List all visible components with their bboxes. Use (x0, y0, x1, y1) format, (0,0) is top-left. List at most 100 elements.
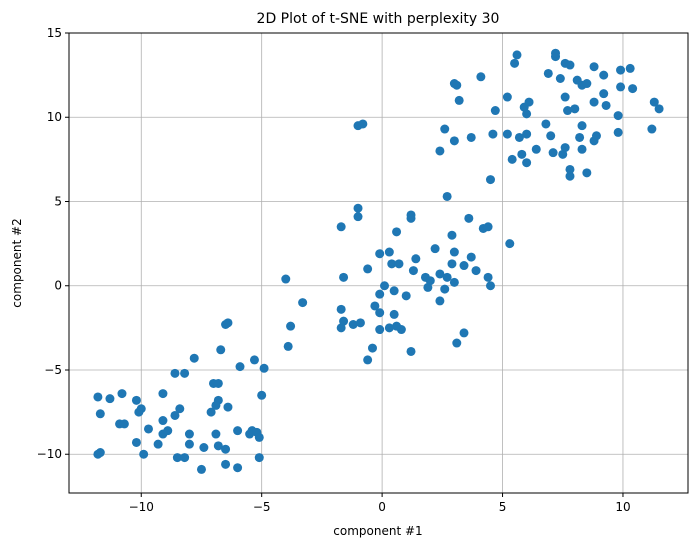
scatter-point (213, 441, 223, 451)
scatter-point (507, 154, 517, 164)
scatter-point (139, 449, 149, 459)
axis-ticks: −10 −5 0 5 10 −10 −5 0 5 10 15 (37, 26, 631, 514)
scatter-point (485, 281, 495, 291)
scatter-point (628, 84, 638, 94)
scatter-point (599, 70, 609, 80)
scatter-point (170, 410, 180, 420)
scatter-point (339, 316, 349, 326)
scatter-point (196, 464, 206, 474)
scatter-points (93, 48, 664, 474)
scatter-point (254, 453, 264, 463)
scatter-point (406, 213, 416, 223)
scatter-point (199, 443, 209, 453)
scatter-point (180, 453, 190, 463)
scatter-point (616, 65, 626, 75)
scatter-point (502, 129, 512, 139)
x-axis-label: component #1 (333, 524, 422, 538)
scatter-point (375, 308, 385, 318)
scatter-point (221, 444, 231, 454)
y-tick-label: −10 (37, 447, 62, 461)
scatter-point (281, 274, 291, 284)
scatter-point (175, 404, 185, 414)
scatter-point (206, 407, 216, 417)
scatter-point (184, 439, 194, 449)
scatter-point (488, 129, 498, 139)
scatter-point (143, 424, 153, 434)
scatter-point (93, 392, 103, 402)
scatter-point (355, 318, 365, 328)
scatter-point (339, 272, 349, 282)
scatter-point (213, 378, 223, 388)
scatter-point (375, 289, 385, 299)
scatter-point (235, 362, 245, 372)
scatter-point (560, 92, 570, 102)
scatter-point (435, 296, 445, 306)
scatter-point (358, 119, 368, 129)
scatter-point (435, 146, 445, 156)
scatter-point (411, 254, 421, 264)
scatter-point (548, 148, 558, 158)
scatter-point (216, 345, 226, 355)
scatter-point (570, 104, 580, 114)
scatter-point (406, 346, 416, 356)
scatter-point (389, 286, 399, 296)
scatter-point (389, 309, 399, 319)
scatter-point (575, 132, 585, 142)
scatter-point (336, 222, 346, 232)
scatter-point (589, 97, 599, 107)
scatter-point (283, 341, 293, 351)
scatter-point (286, 321, 296, 331)
scatter-point (551, 48, 561, 58)
scatter-point (577, 144, 587, 154)
scatter-point (591, 131, 601, 141)
scatter-point (582, 168, 592, 178)
scatter-point (435, 269, 445, 279)
scatter-point (541, 119, 551, 129)
scatter-point (153, 439, 163, 449)
scatter-point (452, 80, 462, 90)
scatter-point (223, 402, 233, 412)
scatter-point (476, 72, 486, 82)
scatter-point (613, 111, 623, 121)
scatter-point (384, 323, 394, 333)
chart-title: 2D Plot of t-SNE with perplexity 30 (257, 11, 500, 27)
scatter-point (565, 164, 575, 174)
scatter-point (394, 259, 404, 269)
scatter-point (565, 60, 575, 70)
scatter-point (119, 419, 129, 429)
scatter-point (223, 318, 233, 328)
scatter-point (408, 266, 418, 276)
scatter-point (613, 127, 623, 137)
scatter-point (616, 82, 626, 92)
y-axis-label: component #2 (10, 218, 24, 307)
scatter-point (454, 95, 464, 105)
scatter-point (259, 363, 269, 373)
scatter-point (221, 459, 231, 469)
scatter-point (464, 213, 474, 223)
scatter-point (363, 355, 373, 365)
scatter-point (367, 343, 377, 353)
scatter-point (430, 244, 440, 254)
scatter-point (172, 453, 182, 463)
scatter-point (131, 395, 141, 405)
scatter-point (485, 175, 495, 185)
scatter-point (647, 124, 657, 134)
scatter-point (517, 149, 527, 159)
scatter-point (163, 426, 173, 436)
scatter-point (459, 328, 469, 338)
x-tick-label: 5 (499, 500, 507, 514)
scatter-point (375, 249, 385, 259)
scatter-point (565, 171, 575, 181)
scatter-point (466, 132, 476, 142)
scatter-point (505, 239, 515, 249)
scatter-point (189, 353, 199, 363)
scatter-point (524, 97, 534, 107)
scatter-point (180, 368, 190, 378)
scatter-point (257, 390, 267, 400)
scatter-point (440, 124, 450, 134)
y-tick-label: 5 (54, 194, 62, 208)
scatter-point (348, 320, 358, 330)
scatter-point (483, 222, 493, 232)
scatter-point (134, 407, 144, 417)
